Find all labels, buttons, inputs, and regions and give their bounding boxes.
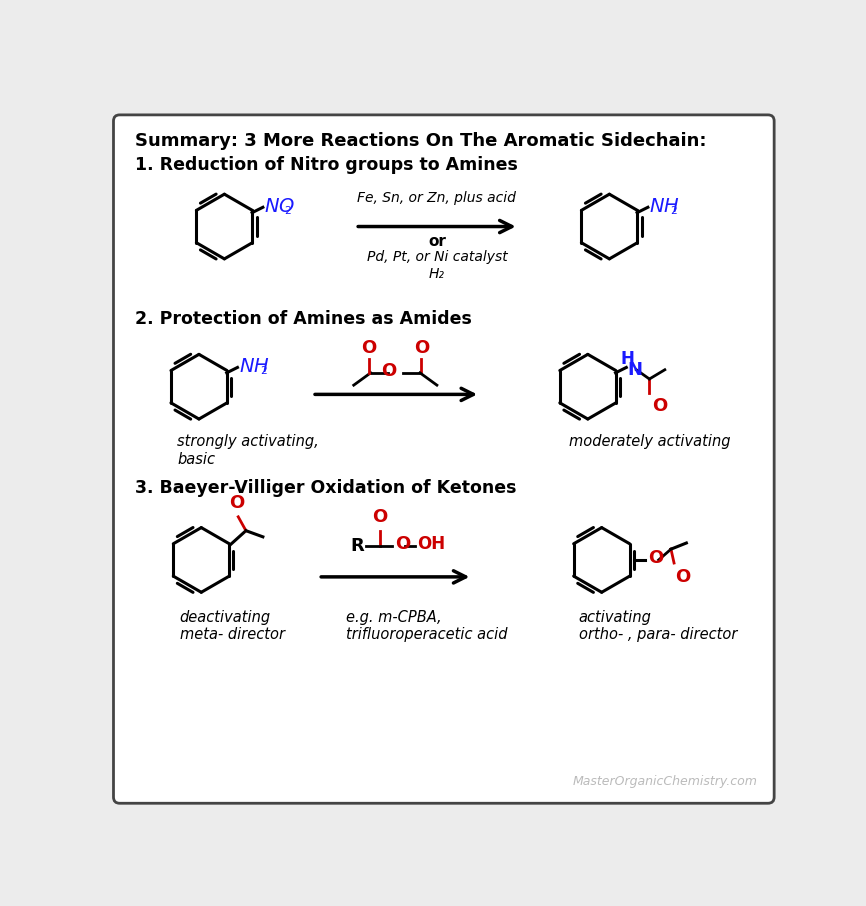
Text: O: O — [675, 568, 691, 585]
Text: O: O — [382, 362, 397, 381]
Text: moderately activating: moderately activating — [569, 435, 730, 449]
Text: 3. Baeyer-Villiger Oxidation of Ketones: 3. Baeyer-Villiger Oxidation of Ketones — [135, 479, 516, 497]
Text: N: N — [628, 361, 643, 379]
Text: deactivating
meta- director: deactivating meta- director — [180, 610, 285, 642]
Text: $_2$: $_2$ — [284, 202, 292, 217]
Text: $\mathit{NO}$: $\mathit{NO}$ — [264, 197, 295, 216]
Text: MasterOrganicChemistry.com: MasterOrganicChemistry.com — [572, 775, 757, 788]
Text: R: R — [350, 537, 364, 555]
Text: Pd, Pt, or Ni catalyst: Pd, Pt, or Ni catalyst — [366, 250, 507, 264]
Text: H: H — [621, 350, 635, 368]
Text: $_2$: $_2$ — [260, 362, 268, 377]
Text: strongly activating,
basic: strongly activating, basic — [178, 435, 320, 467]
Text: Summary: 3 More Reactions On The Aromatic Sidechain:: Summary: 3 More Reactions On The Aromati… — [135, 131, 707, 149]
Text: H₂: H₂ — [429, 266, 445, 281]
Text: or: or — [428, 235, 446, 249]
Text: OH: OH — [417, 535, 445, 553]
Text: $\mathit{NH}$: $\mathit{NH}$ — [650, 197, 680, 216]
Text: O: O — [229, 494, 244, 512]
Text: 2. Protection of Amines as Amides: 2. Protection of Amines as Amides — [135, 310, 472, 328]
Text: $\mathit{NH}$: $\mathit{NH}$ — [239, 357, 269, 376]
Text: activating
ortho- , para- director: activating ortho- , para- director — [578, 610, 737, 642]
Text: O: O — [361, 340, 377, 358]
Text: 1. Reduction of Nitro groups to Amines: 1. Reduction of Nitro groups to Amines — [135, 156, 518, 174]
Text: e.g. m-CPBA,
trifluoroperacetic acid: e.g. m-CPBA, trifluoroperacetic acid — [346, 610, 507, 642]
Text: O: O — [414, 340, 430, 358]
Text: O: O — [372, 508, 388, 526]
Text: O: O — [652, 398, 668, 416]
Text: O: O — [395, 535, 410, 553]
Text: Fe, Sn, or Zn, plus acid: Fe, Sn, or Zn, plus acid — [358, 191, 516, 205]
FancyBboxPatch shape — [113, 115, 774, 804]
Text: O: O — [648, 549, 663, 566]
Text: $_2$: $_2$ — [670, 202, 678, 217]
